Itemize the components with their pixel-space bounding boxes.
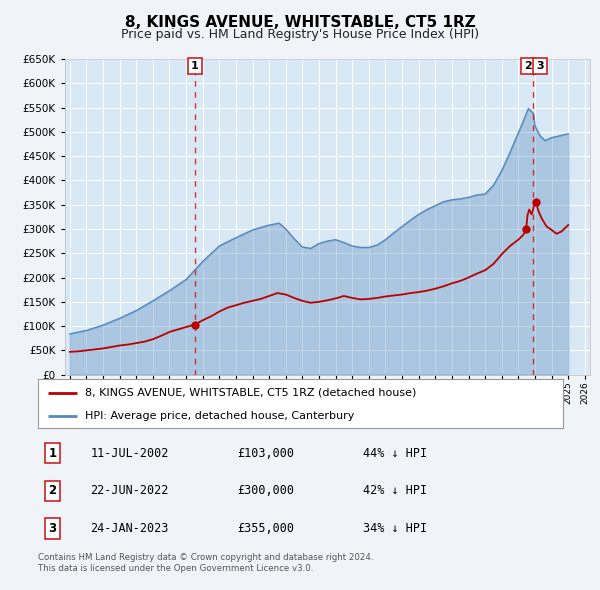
Text: 2: 2 bbox=[49, 484, 56, 497]
Text: 3: 3 bbox=[536, 61, 544, 71]
Text: 34% ↓ HPI: 34% ↓ HPI bbox=[364, 522, 427, 535]
Text: 8, KINGS AVENUE, WHITSTABLE, CT5 1RZ: 8, KINGS AVENUE, WHITSTABLE, CT5 1RZ bbox=[125, 15, 475, 30]
Text: £103,000: £103,000 bbox=[238, 447, 295, 460]
Text: 1: 1 bbox=[49, 447, 56, 460]
Text: HPI: Average price, detached house, Canterbury: HPI: Average price, detached house, Cant… bbox=[85, 411, 355, 421]
Text: £355,000: £355,000 bbox=[238, 522, 295, 535]
Text: £300,000: £300,000 bbox=[238, 484, 295, 497]
Text: 44% ↓ HPI: 44% ↓ HPI bbox=[364, 447, 427, 460]
Text: Contains HM Land Registry data © Crown copyright and database right 2024.
This d: Contains HM Land Registry data © Crown c… bbox=[38, 553, 373, 573]
Text: 2: 2 bbox=[524, 61, 532, 71]
Text: 42% ↓ HPI: 42% ↓ HPI bbox=[364, 484, 427, 497]
Text: 1: 1 bbox=[191, 61, 199, 71]
Text: 22-JUN-2022: 22-JUN-2022 bbox=[90, 484, 169, 497]
Text: 8, KINGS AVENUE, WHITSTABLE, CT5 1RZ (detached house): 8, KINGS AVENUE, WHITSTABLE, CT5 1RZ (de… bbox=[85, 388, 416, 398]
Text: 24-JAN-2023: 24-JAN-2023 bbox=[90, 522, 169, 535]
Text: 11-JUL-2002: 11-JUL-2002 bbox=[90, 447, 169, 460]
Text: Price paid vs. HM Land Registry's House Price Index (HPI): Price paid vs. HM Land Registry's House … bbox=[121, 28, 479, 41]
Text: 3: 3 bbox=[49, 522, 56, 535]
